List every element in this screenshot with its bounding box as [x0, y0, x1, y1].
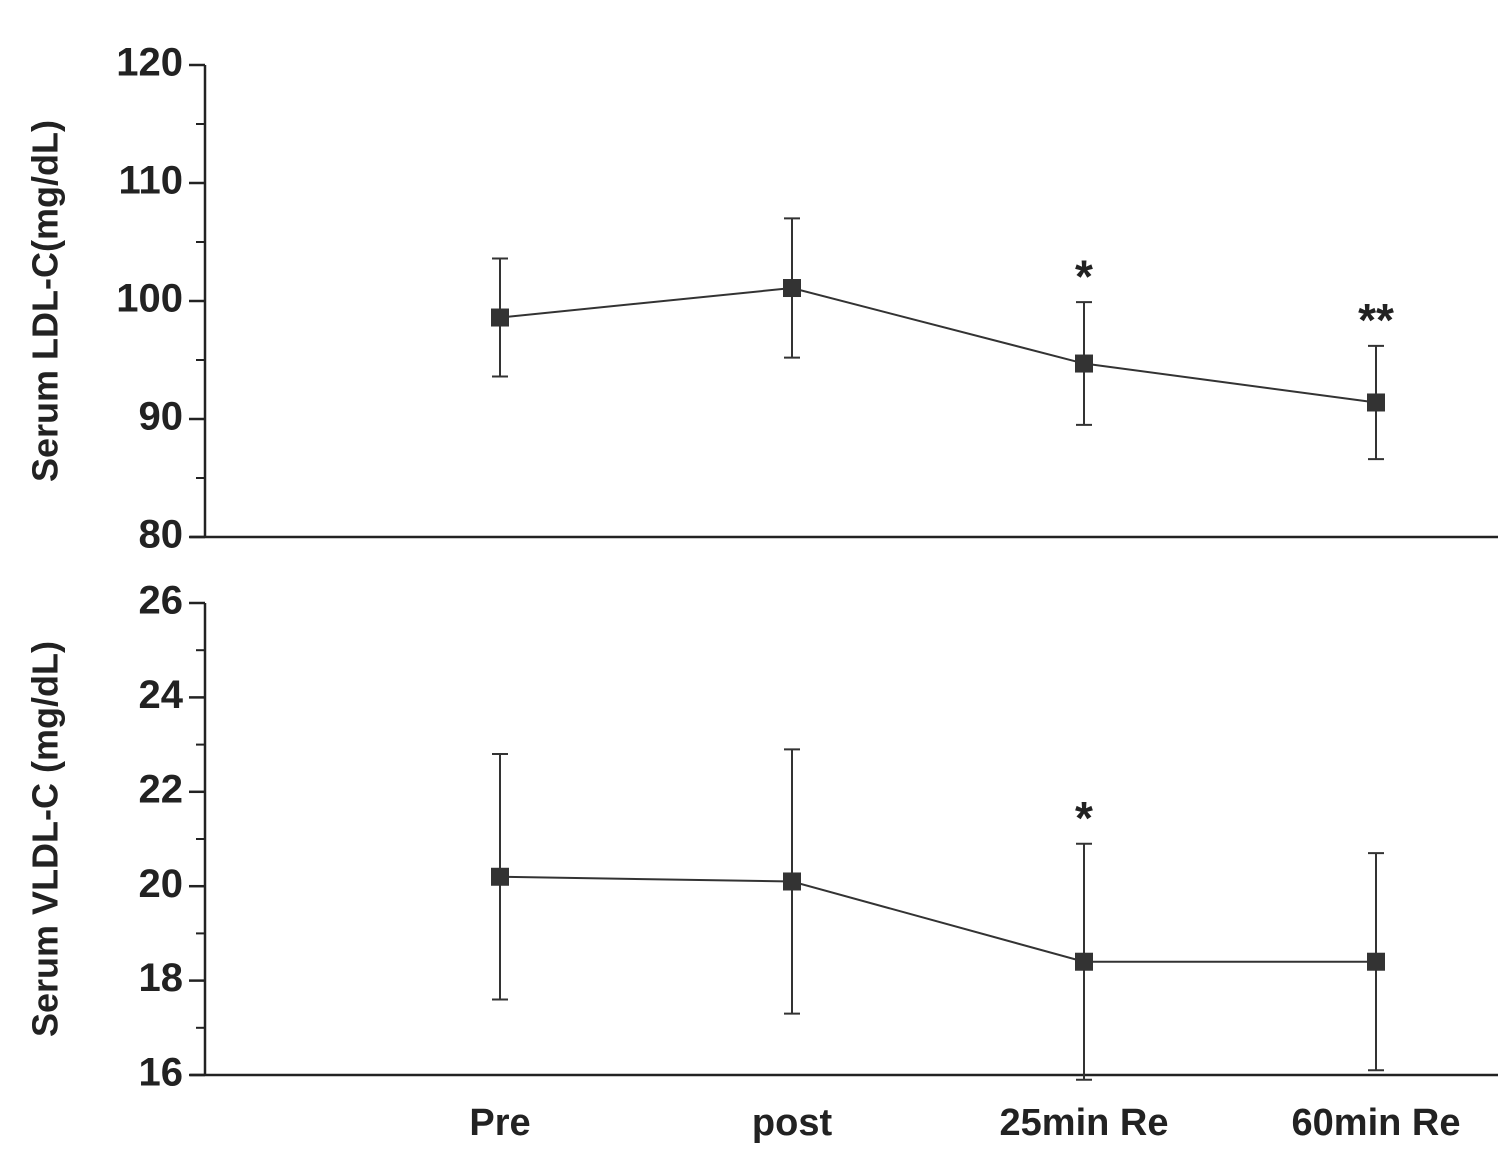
- y-tick-label: 100: [116, 277, 183, 321]
- significance: **: [1358, 294, 1394, 346]
- x-tick-label: post: [752, 1102, 833, 1144]
- y-axis-label: Serum LDL-C(mg/dL): [25, 120, 66, 482]
- marker: [1367, 952, 1385, 971]
- marker: [783, 872, 801, 891]
- significance: *: [1075, 792, 1093, 844]
- marker: [1075, 354, 1093, 373]
- y-tick-label: 16: [139, 1051, 184, 1095]
- y-tick-label: 22: [139, 767, 184, 811]
- y-tick-label: 18: [139, 956, 184, 1000]
- marker: [491, 308, 509, 327]
- y-tick-label: 24: [139, 673, 184, 717]
- marker: [1367, 393, 1385, 412]
- y-tick-label: 110: [118, 159, 183, 203]
- y-tick-label: 20: [139, 862, 184, 906]
- significance: *: [1075, 250, 1093, 302]
- x-tick-label: 25min Re: [1000, 1102, 1169, 1144]
- x-tick-label: 60min Re: [1292, 1102, 1461, 1144]
- marker: [491, 867, 509, 886]
- y-tick-label: 26: [139, 579, 184, 623]
- y-tick-label: 90: [139, 395, 184, 439]
- y-axis-label: Serum VLDL-C (mg/dL): [25, 641, 66, 1037]
- marker: [783, 279, 801, 298]
- data-line: [499, 875, 1376, 963]
- y-tick-label: 80: [139, 513, 184, 557]
- data-line: [499, 287, 1377, 404]
- y-tick-label: 120: [116, 41, 183, 85]
- x-tick-label: Pre: [469, 1102, 530, 1144]
- marker: [1075, 952, 1093, 971]
